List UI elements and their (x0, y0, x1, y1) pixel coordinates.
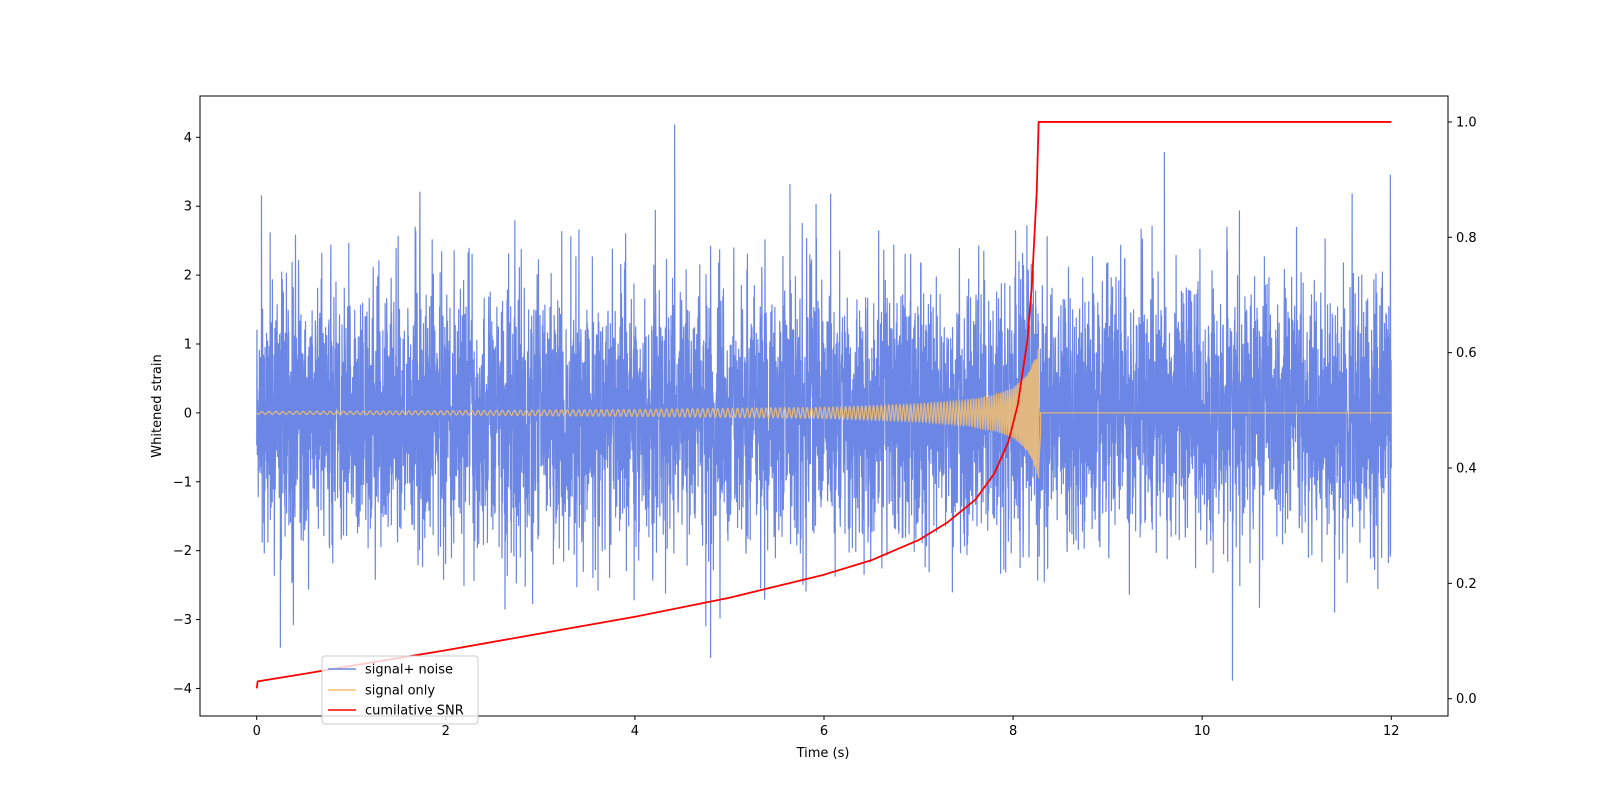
y-tick-label: 0 (184, 406, 192, 421)
y2-tick-label: 0.2 (1456, 577, 1477, 592)
y-tick-label: 4 (184, 131, 192, 146)
y2-tick-label: 1.0 (1456, 115, 1477, 130)
cumulative-snr-series (255, 121, 1392, 689)
x-tick-label: 8 (1009, 724, 1017, 739)
y2-tick-label: 0.0 (1456, 692, 1477, 707)
y-tick-label: −3 (173, 613, 192, 628)
y2-tick-label: 0.6 (1456, 346, 1477, 361)
y-axis-left: −4 −3 −2 −1 0 1 2 3 4 (173, 131, 200, 697)
legend-box (321, 655, 479, 725)
x-tick-label: 2 (442, 724, 450, 739)
y-axis-label: Whitened strain (150, 354, 165, 457)
signal-only-line (256, 348, 1392, 479)
y2-tick-label: 0.8 (1456, 231, 1477, 246)
y-tick-label: 3 (184, 200, 192, 215)
legend-label-signal-only: signal only (365, 684, 435, 699)
y-tick-label: −2 (173, 544, 192, 559)
y-tick-label: 1 (184, 338, 192, 353)
x-tick-label: 6 (820, 724, 828, 739)
legend: signal+ noise signal only cumilative SNR (321, 655, 479, 725)
signal-noise-line (256, 124, 1392, 681)
y2-tick-label: 0.4 (1456, 462, 1477, 477)
x-tick-label: 4 (631, 724, 639, 739)
signal-only-series (256, 348, 1392, 479)
x-tick-label: 10 (1194, 724, 1211, 739)
y-axis-right: 0.0 0.2 0.4 0.6 0.8 1.0 (1448, 115, 1477, 707)
x-tick-label: 0 (253, 724, 261, 739)
legend-label-cumulative-snr: cumilative SNR (365, 704, 464, 719)
signal-noise-series (256, 124, 1392, 681)
cumulative-snr-line (255, 121, 1392, 689)
y-tick-label: 2 (184, 269, 192, 284)
y-tick-label: −4 (173, 682, 192, 697)
x-axis-label: Time (s) (796, 746, 850, 761)
y-tick-label: −1 (173, 475, 192, 490)
legend-label-signal-noise: signal+ noise (365, 663, 453, 678)
x-tick-label: 12 (1383, 724, 1400, 739)
